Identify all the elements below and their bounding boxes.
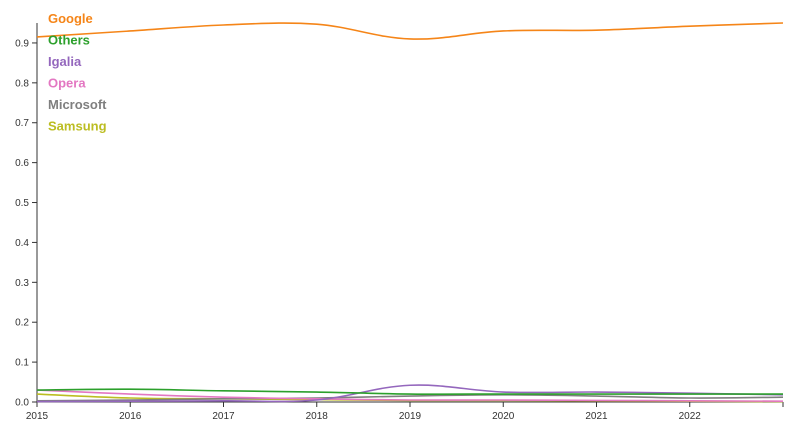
x-tick-label: 2020 (492, 411, 515, 422)
legend-label-igalia: Igalia (48, 54, 82, 69)
y-tick-label: 0.0 (15, 398, 29, 409)
legend-label-others: Others (48, 33, 90, 48)
y-tick-label: 0.6 (15, 158, 29, 169)
series-line-igalia (36, 384, 784, 403)
series-line-others (36, 388, 783, 395)
legend: Google Others Igalia Opera Microsoft Samsung (48, 11, 107, 134)
y-tick-label: 0.1 (15, 358, 29, 369)
x-tick-label: 2016 (119, 411, 142, 422)
y-tick-label: 0.9 (15, 38, 29, 49)
y-axis: 0.0 0.1 0.2 0.3 0.4 0.5 0.6 0.7 0.8 0.9 (15, 23, 38, 409)
series-line-microsoft (36, 394, 784, 402)
x-axis: 2015 2016 2017 2018 2019 2020 2021 2022 (26, 401, 784, 422)
legend-label-opera: Opera (48, 76, 86, 91)
y-tick-label: 0.2 (15, 318, 29, 329)
x-tick-label: 2015 (26, 411, 49, 422)
legend-label-google: Google (48, 11, 93, 26)
x-tick-label: 2019 (399, 411, 422, 422)
series-layer (36, 22, 784, 403)
y-tick-label: 0.5 (15, 198, 29, 209)
y-tick-label: 0.3 (15, 278, 29, 289)
y-tick-label: 0.7 (15, 118, 29, 129)
y-tick-label: 0.8 (15, 78, 29, 89)
x-tick-label: 2021 (585, 411, 608, 422)
y-tick-label: 0.4 (15, 238, 29, 249)
series-line-opera (36, 389, 784, 402)
series-line-google (36, 22, 784, 40)
x-tick-label: 2018 (306, 411, 329, 422)
legend-label-microsoft: Microsoft (48, 97, 107, 112)
legend-label-samsung: Samsung (48, 119, 107, 134)
x-tick-label: 2017 (212, 411, 235, 422)
x-tick-label: 2022 (679, 411, 702, 422)
